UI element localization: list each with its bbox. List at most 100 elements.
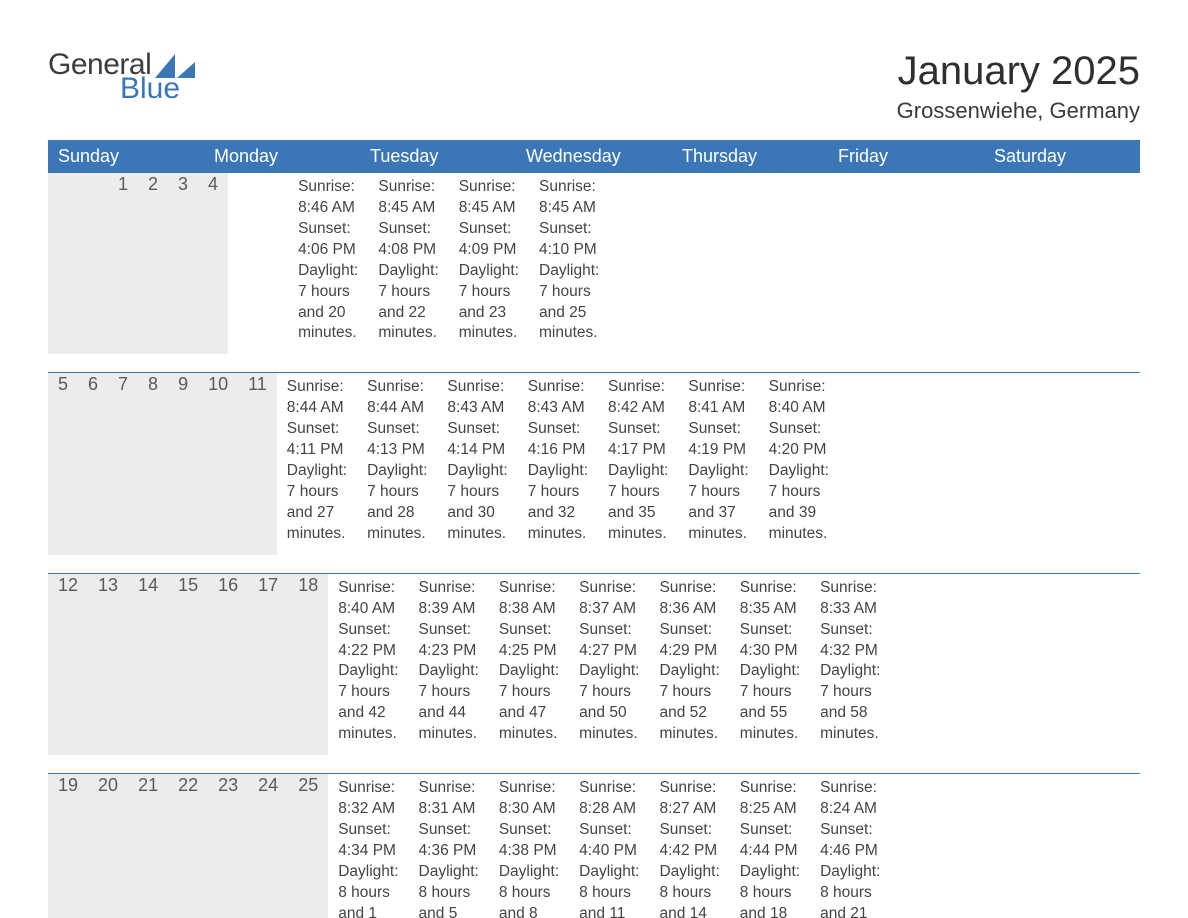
day-number: 7: [108, 373, 138, 554]
day-info-line: Daylight: 7 hours: [499, 661, 559, 703]
day-number: 11: [238, 373, 277, 554]
day-info-line: Daylight: 8 hours: [659, 862, 719, 904]
day-number: 15: [168, 574, 208, 755]
day-number: 9: [168, 373, 198, 554]
day-info-line: Daylight: 8 hours: [740, 862, 800, 904]
day-info-line: and 39 minutes.: [769, 503, 829, 545]
day-info-line: and 14 minutes.: [659, 904, 719, 918]
calendar-week: 567891011Sunrise: 8:44 AMSunset: 4:11 PM…: [48, 372, 1140, 554]
day-cell: Sunrise: 8:45 AMSunset: 4:09 PMDaylight:…: [449, 173, 529, 354]
day-info-line: Sunrise: 8:28 AM: [579, 778, 639, 820]
day-info-line: Daylight: 7 hours: [367, 461, 427, 503]
day-number: 17: [248, 574, 288, 755]
day-info-line: Sunset: 4:06 PM: [298, 219, 358, 261]
day-cell: Sunrise: 8:35 AMSunset: 4:30 PMDaylight:…: [730, 574, 810, 755]
day-info-line: Daylight: 8 hours: [338, 862, 398, 904]
day-info-line: and 11 minutes.: [579, 904, 639, 918]
day-info-line: Daylight: 7 hours: [287, 461, 347, 503]
day-info-line: Sunrise: 8:39 AM: [419, 578, 479, 620]
day-cell: Sunrise: 8:37 AMSunset: 4:27 PMDaylight:…: [569, 574, 649, 755]
day-cell: [248, 173, 268, 354]
day-info-line: and 1 minute.: [338, 904, 398, 918]
day-info-line: and 35 minutes.: [608, 503, 668, 545]
calendar-week: 1234Sunrise: 8:46 AMSunset: 4:06 PMDayli…: [48, 173, 1140, 354]
calendar-week: 12131415161718Sunrise: 8:40 AMSunset: 4:…: [48, 573, 1140, 755]
day-cell: Sunrise: 8:24 AMSunset: 4:46 PMDaylight:…: [810, 774, 890, 918]
title-block: January 2025 Grossenwiehe, Germany: [897, 50, 1140, 124]
day-cell: Sunrise: 8:39 AMSunset: 4:23 PMDaylight:…: [409, 574, 489, 755]
day-info-line: Sunset: 4:25 PM: [499, 620, 559, 662]
day-cell: Sunrise: 8:41 AMSunset: 4:19 PMDaylight:…: [678, 373, 758, 554]
day-number: [88, 173, 108, 354]
day-cell: Sunrise: 8:40 AMSunset: 4:22 PMDaylight:…: [328, 574, 408, 755]
day-info-line: Sunset: 4:19 PM: [688, 419, 748, 461]
day-info-line: Sunrise: 8:42 AM: [608, 377, 668, 419]
weekday-header: Thursday: [672, 140, 828, 173]
day-info-line: Daylight: 7 hours: [740, 661, 800, 703]
day-info-line: and 18 minutes.: [740, 904, 800, 918]
day-info-line: Sunrise: 8:30 AM: [499, 778, 559, 820]
day-number: 19: [48, 774, 88, 918]
day-cell: Sunrise: 8:27 AMSunset: 4:42 PMDaylight:…: [649, 774, 729, 918]
day-info-line: Sunset: 4:16 PM: [528, 419, 588, 461]
day-info-line: Daylight: 8 hours: [499, 862, 559, 904]
day-info-line: and 37 minutes.: [688, 503, 748, 545]
day-number: 25: [288, 774, 328, 918]
day-number: 22: [168, 774, 208, 918]
day-info-line: Sunrise: 8:33 AM: [820, 578, 880, 620]
day-info-line: Sunset: 4:40 PM: [579, 820, 639, 862]
day-info-line: Sunrise: 8:46 AM: [298, 177, 358, 219]
day-number: 4: [198, 173, 228, 354]
day-info-line: and 55 minutes.: [740, 703, 800, 745]
day-info-line: and 47 minutes.: [499, 703, 559, 745]
day-details-row: Sunrise: 8:32 AMSunset: 4:34 PMDaylight:…: [328, 774, 890, 918]
day-details-row: Sunrise: 8:46 AMSunset: 4:06 PMDaylight:…: [228, 173, 609, 354]
day-info-line: Sunset: 4:08 PM: [378, 219, 438, 261]
day-number: 12: [48, 574, 88, 755]
day-number: 5: [48, 373, 78, 554]
day-number: [48, 173, 68, 354]
topbar: General Blue January 2025 Grossenwiehe, …: [48, 50, 1140, 124]
day-number: 8: [138, 373, 168, 554]
day-info-line: Daylight: 8 hours: [579, 862, 639, 904]
day-info-line: Sunset: 4:13 PM: [367, 419, 427, 461]
day-info-line: Daylight: 7 hours: [419, 661, 479, 703]
day-cell: Sunrise: 8:40 AMSunset: 4:20 PMDaylight:…: [759, 373, 839, 554]
day-info-line: Sunset: 4:27 PM: [579, 620, 639, 662]
day-number: 20: [88, 774, 128, 918]
calendar-grid: SundayMondayTuesdayWednesdayThursdayFrid…: [48, 140, 1140, 918]
day-info-line: Sunset: 4:36 PM: [419, 820, 479, 862]
day-number: 13: [88, 574, 128, 755]
day-cell: Sunrise: 8:43 AMSunset: 4:16 PMDaylight:…: [518, 373, 598, 554]
day-cell: Sunrise: 8:25 AMSunset: 4:44 PMDaylight:…: [730, 774, 810, 918]
day-info-line: Sunset: 4:32 PM: [820, 620, 880, 662]
day-number: 23: [208, 774, 248, 918]
day-info-line: Sunset: 4:30 PM: [740, 620, 800, 662]
calendar-page: General Blue January 2025 Grossenwiehe, …: [0, 0, 1188, 918]
day-info-line: Sunset: 4:20 PM: [769, 419, 829, 461]
day-info-line: Daylight: 7 hours: [338, 661, 398, 703]
day-info-line: and 52 minutes.: [659, 703, 719, 745]
day-info-line: Sunrise: 8:36 AM: [659, 578, 719, 620]
day-number-row: 567891011: [48, 373, 277, 554]
day-cell: Sunrise: 8:38 AMSunset: 4:25 PMDaylight:…: [489, 574, 569, 755]
day-number: 3: [168, 173, 198, 354]
day-info-line: Sunset: 4:17 PM: [608, 419, 668, 461]
day-info-line: Sunset: 4:46 PM: [820, 820, 880, 862]
day-number-row: 1234: [48, 173, 228, 354]
calendar-week: 19202122232425Sunrise: 8:32 AMSunset: 4:…: [48, 773, 1140, 918]
day-cell: Sunrise: 8:45 AMSunset: 4:08 PMDaylight:…: [368, 173, 448, 354]
day-info-line: Sunrise: 8:43 AM: [447, 377, 507, 419]
day-info-line: Daylight: 7 hours: [608, 461, 668, 503]
day-number: 24: [248, 774, 288, 918]
day-info-line: Sunrise: 8:40 AM: [338, 578, 398, 620]
day-info-line: Sunrise: 8:27 AM: [659, 778, 719, 820]
day-info-line: Daylight: 7 hours: [579, 661, 639, 703]
day-info-line: Daylight: 7 hours: [447, 461, 507, 503]
day-cell: Sunrise: 8:31 AMSunset: 4:36 PMDaylight:…: [409, 774, 489, 918]
day-info-line: Sunrise: 8:31 AM: [419, 778, 479, 820]
day-info-line: Sunset: 4:10 PM: [539, 219, 599, 261]
day-info-line: Sunrise: 8:45 AM: [378, 177, 438, 219]
day-info-line: Sunrise: 8:45 AM: [539, 177, 599, 219]
day-cell: [268, 173, 288, 354]
